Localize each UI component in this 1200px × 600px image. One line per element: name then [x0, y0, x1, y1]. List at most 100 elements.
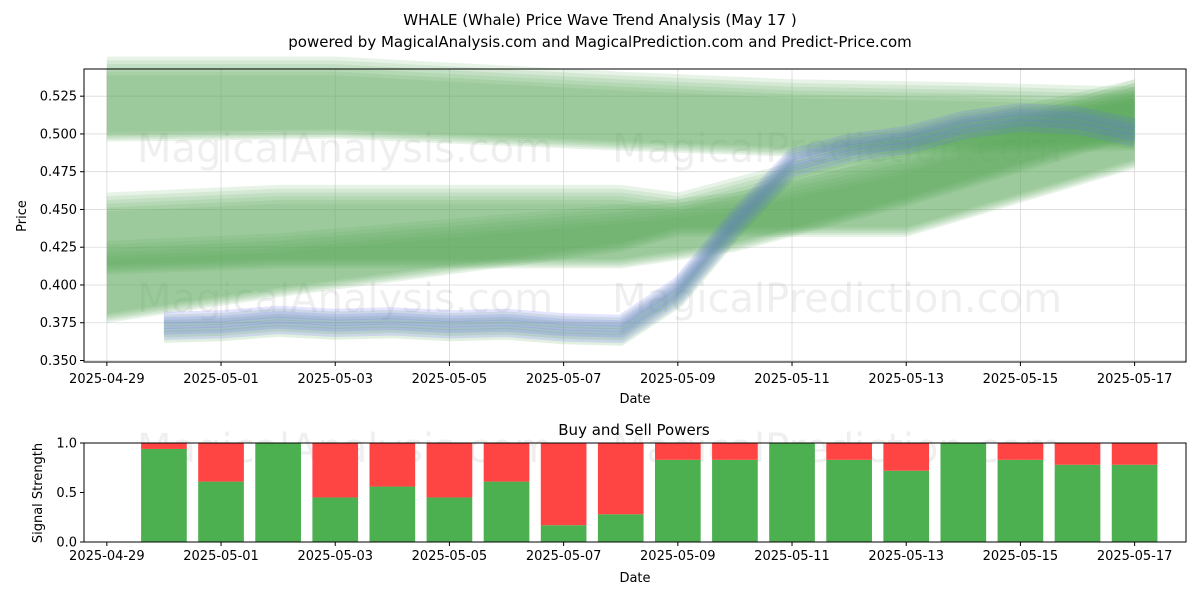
signal-chart: Buy and Sell Powers MagicalAnalysis.com … [31, 421, 1187, 586]
buy-bar [369, 486, 416, 542]
price-wave-line [163, 108, 1136, 333]
buy-bar [426, 497, 473, 542]
sell-bar [826, 443, 872, 460]
price-wave-line [163, 103, 1136, 327]
trend-band-mid [106, 82, 1135, 273]
watermark-prediction: MagicalPrediction.com [612, 126, 1062, 172]
trend-band-mid [106, 79, 1135, 275]
sell-bar [997, 443, 1044, 460]
trend-band-outer [106, 82, 1135, 322]
price-y-tick-label: 0.500 [40, 127, 77, 142]
trend-band-upper [106, 71, 1135, 150]
trend-band-upper [106, 67, 1135, 152]
price-y-tick-label: 0.525 [40, 90, 77, 105]
signal-x-tick-label: 2025-05-05 [412, 549, 488, 564]
signal-x-tick-label: 2025-04-29 [69, 549, 145, 564]
signal-x-tick-label: 2025-05-07 [526, 549, 602, 564]
price-wave [163, 103, 1136, 346]
signal-y-tick-label: 0.0 [56, 536, 77, 551]
chart-subtitle: powered by MagicalAnalysis.com and Magic… [288, 33, 912, 51]
trend-band-upper [106, 56, 1135, 157]
trend-band-mid [106, 94, 1135, 268]
buy-bar [826, 459, 872, 542]
price-chart: MagicalAnalysis.com MagicalPrediction.co… [15, 56, 1187, 407]
trend-band-outer [106, 98, 1135, 314]
price-x-tick-label: 2025-05-13 [868, 372, 944, 387]
sell-bar [712, 443, 758, 460]
price-y-ticks: 0.350 0.375 0.400 0.425 0.450 0.475 0.500 0.525 [40, 90, 84, 369]
price-x-tick-label: 2025-05-05 [412, 372, 488, 387]
signal-y-tick-label: 0.5 [56, 486, 77, 501]
price-y-tick-label: 0.350 [40, 354, 77, 369]
price-watermarks: MagicalAnalysis.com MagicalPrediction.co… [137, 126, 1062, 322]
buy-bar [712, 459, 758, 542]
sell-bar [483, 443, 530, 482]
trend-band-mid [106, 90, 1135, 269]
signal-chart-title: Buy and Sell Powers [558, 421, 710, 439]
price-x-ticks: 2025-04-29 2025-05-01 2025-05-03 2025-05-05… [69, 362, 1172, 387]
buy-bar [540, 525, 587, 542]
price-x-tick-label: 2025-04-29 [69, 372, 145, 387]
price-wave-line [163, 106, 1136, 330]
price-x-tick-label: 2025-05-01 [183, 372, 259, 387]
price-x-tick-label: 2025-05-17 [1097, 372, 1173, 387]
price-wave-line [163, 116, 1136, 341]
buy-bar [597, 514, 644, 542]
watermark-prediction-lower: MagicalPrediction.com [612, 276, 1062, 322]
trend-band-mid [106, 86, 1135, 271]
trend-band-outer [106, 79, 1135, 323]
sell-bar [1054, 443, 1101, 465]
signal-y-ticks: 0.0 0.5 1.0 [56, 437, 84, 551]
sell-bar [654, 443, 701, 460]
price-x-tick-label: 2025-05-15 [983, 372, 1059, 387]
price-wave-line [163, 119, 1136, 344]
signal-x-label: Date [619, 571, 650, 586]
buy-bar [654, 459, 701, 542]
signal-y-label: Signal Strength [31, 443, 46, 543]
watermark-analysis: MagicalAnalysis.com [137, 126, 553, 172]
price-y-tick-label: 0.375 [40, 316, 77, 331]
price-wave-line [163, 111, 1136, 335]
signal-x-tick-label: 2025-05-15 [983, 549, 1059, 564]
price-x-tick-label: 2025-05-11 [754, 372, 830, 387]
signal-x-tick-label: 2025-05-11 [754, 549, 830, 564]
chart-title: WHALE (Whale) Price Wave Trend Analysis … [403, 11, 796, 29]
trend-band-upper [106, 75, 1135, 148]
buy-bar [769, 443, 815, 542]
price-wave-line [163, 122, 1136, 346]
signal-y-tick-label: 1.0 [56, 437, 77, 452]
trend-band-upper [106, 64, 1135, 154]
price-grid [84, 69, 1186, 362]
sell-bar [426, 443, 473, 498]
price-plot-frame [83, 68, 1187, 363]
sell-bar [597, 443, 644, 515]
trend-band-outer [106, 86, 1135, 320]
sell-bar [369, 443, 416, 487]
price-x-tick-label: 2025-05-09 [640, 372, 716, 387]
signal-x-tick-label: 2025-05-01 [183, 549, 259, 564]
sell-bar [312, 443, 359, 498]
buy-bar [312, 497, 359, 542]
trend-band-mid [106, 98, 1135, 266]
buy-bar [940, 443, 987, 542]
buy-bar [883, 470, 930, 542]
signal-x-tick-label: 2025-05-03 [297, 549, 373, 564]
price-plot-area [84, 69, 1186, 362]
sell-bar [883, 443, 930, 471]
buy-bar [997, 459, 1044, 542]
signal-x-tick-label: 2025-05-13 [868, 549, 944, 564]
sell-bar [198, 443, 244, 482]
price-y-tick-label: 0.475 [40, 165, 77, 180]
price-y-tick-label: 0.400 [40, 278, 77, 293]
buy-bar [198, 481, 244, 542]
sell-bar [141, 443, 187, 449]
price-x-tick-label: 2025-05-03 [297, 372, 373, 387]
signal-x-tick-label: 2025-05-09 [640, 549, 716, 564]
price-wave-line [163, 114, 1136, 338]
price-y-label: Price [15, 200, 30, 232]
signal-x-tick-label: 2025-05-17 [1097, 549, 1173, 564]
price-y-tick-label: 0.425 [40, 241, 77, 256]
signal-bars [141, 443, 1158, 542]
price-x-label: Date [619, 392, 650, 407]
